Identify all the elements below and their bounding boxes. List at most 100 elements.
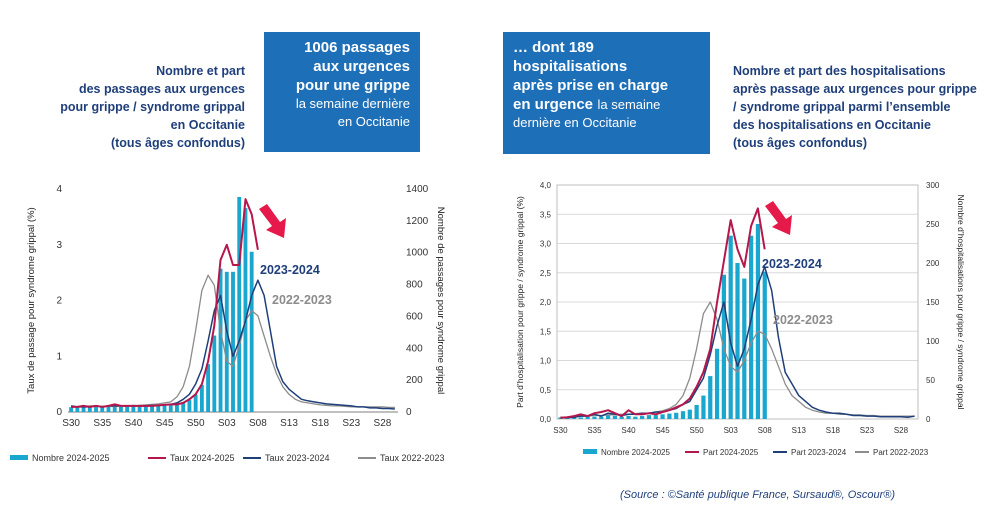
bar bbox=[193, 394, 198, 412]
bar bbox=[762, 271, 767, 419]
y-right-tick-label: 400 bbox=[406, 343, 423, 354]
bar bbox=[137, 405, 142, 412]
x-tick-label: S30 bbox=[553, 426, 568, 435]
box-bold-line: après prise en charge bbox=[513, 77, 669, 94]
bar bbox=[87, 407, 92, 412]
y-left-tick-label: 2 bbox=[56, 296, 62, 307]
x-tick-label: S23 bbox=[342, 418, 360, 429]
bar bbox=[605, 415, 611, 419]
bar bbox=[714, 348, 720, 419]
right-desc-line: / syndrome grippal parmi l’ensemble bbox=[733, 100, 951, 114]
bar bbox=[162, 404, 167, 412]
legend-label: Part 2022-2023 bbox=[873, 448, 929, 457]
bar bbox=[728, 235, 733, 419]
x-tick-label: S28 bbox=[894, 426, 909, 435]
x-tick-label: S30 bbox=[62, 418, 80, 429]
y-left-tick-label: 2,0 bbox=[540, 298, 552, 307]
y-right-tick-label: 1200 bbox=[406, 216, 429, 227]
y-left-tick-label: 0 bbox=[56, 407, 62, 418]
x-tick-label: S03 bbox=[218, 418, 236, 429]
legend-label: Nombre 2024-2025 bbox=[32, 453, 110, 463]
y-right-tick-label: 1000 bbox=[406, 248, 429, 259]
legend-label: Taux 2023-2024 bbox=[265, 453, 330, 463]
bar bbox=[199, 384, 204, 412]
passages-highlight-box: 1006 passages aux urgences pour une grip… bbox=[264, 32, 420, 152]
bar bbox=[687, 409, 692, 419]
legend-label: Nombre 2024-2025 bbox=[601, 448, 670, 457]
y-right-tick-label: 200 bbox=[406, 375, 423, 386]
box-regular-line: la semaine dernière bbox=[295, 96, 410, 111]
box-bold-line: pour une grippe bbox=[295, 77, 410, 94]
bar bbox=[150, 404, 154, 412]
box-regular-line: en Occitanie bbox=[337, 114, 410, 129]
bar bbox=[755, 224, 761, 419]
down-arrow-icon bbox=[765, 201, 792, 235]
x-tick-label: S50 bbox=[187, 418, 205, 429]
bar bbox=[599, 416, 604, 419]
annotation-2023-2024: 2023-2024 bbox=[762, 257, 822, 271]
x-tick-label: S18 bbox=[826, 426, 841, 435]
bar bbox=[674, 412, 679, 419]
x-tick-label: S45 bbox=[655, 426, 670, 435]
legend-swatch-bar bbox=[583, 449, 597, 454]
bar bbox=[94, 406, 98, 412]
bar bbox=[75, 406, 80, 412]
y-right-tick-label: 0 bbox=[926, 415, 931, 424]
x-tick-label: S08 bbox=[249, 418, 267, 429]
bar bbox=[749, 235, 754, 419]
bar bbox=[646, 415, 652, 419]
x-tick-label: S35 bbox=[587, 426, 602, 435]
x-tick-label: S08 bbox=[758, 426, 773, 435]
x-tick-label: S18 bbox=[311, 418, 329, 429]
y-left-axis-title: Part d’hospitalisation pour grippe / syn… bbox=[515, 196, 525, 408]
y-left-tick-label: 4 bbox=[56, 184, 62, 195]
legend-label: Part 2024-2025 bbox=[703, 448, 759, 457]
bar bbox=[100, 405, 105, 412]
x-tick-label: S28 bbox=[374, 418, 392, 429]
bar bbox=[143, 405, 148, 412]
line-series-2024-2025 bbox=[71, 198, 259, 408]
bar bbox=[653, 415, 658, 419]
source-note: (Source : ©Santé publique France, Sursau… bbox=[620, 489, 895, 501]
bar bbox=[224, 271, 229, 412]
y-right-axis-title: Nombre d’hospitalisations pour grippe / … bbox=[956, 195, 966, 410]
y-right-tick-label: 800 bbox=[406, 280, 423, 291]
y-right-tick-label: 600 bbox=[406, 311, 423, 322]
y-left-tick-label: 0,5 bbox=[540, 386, 552, 395]
down-arrow-icon bbox=[259, 204, 286, 238]
box-bold-line: aux urgences bbox=[313, 58, 410, 75]
annotation-2023-2024: 2023-2024 bbox=[260, 263, 320, 277]
y-left-tick-label: 3 bbox=[56, 240, 62, 251]
bar bbox=[249, 251, 254, 412]
x-tick-label: S40 bbox=[621, 426, 636, 435]
left-desc-line: (tous âges confondus) bbox=[110, 136, 245, 150]
y-right-tick-label: 50 bbox=[926, 376, 935, 385]
y-right-tick-label: 300 bbox=[926, 181, 940, 190]
legend-swatch-bar bbox=[10, 455, 28, 460]
y-left-tick-label: 3,5 bbox=[540, 210, 552, 219]
left-desc-line: Nombre et part bbox=[156, 64, 245, 78]
box-bold-line: en urgence bbox=[513, 96, 594, 113]
bar bbox=[212, 335, 217, 412]
bar bbox=[106, 406, 111, 412]
y-left-tick-label: 2,5 bbox=[540, 269, 552, 278]
x-tick-label: S13 bbox=[280, 418, 298, 429]
legend-label: Part 2023-2024 bbox=[791, 448, 847, 457]
bar bbox=[592, 416, 597, 419]
box-bold-line: 1006 passages bbox=[304, 39, 410, 56]
y-right-tick-label: 0 bbox=[406, 407, 412, 418]
passages-chart: 0 1 2 3 4 0 200 400 600 800 1000 1200 1400 S30 S35 S40 S… bbox=[10, 184, 446, 463]
bar bbox=[231, 271, 235, 412]
x-tick-label: S23 bbox=[860, 426, 875, 435]
y-left-tick-label: 3,0 bbox=[540, 240, 552, 249]
x-tick-label: S50 bbox=[690, 426, 705, 435]
box-regular-line: dernière en Occitanie bbox=[513, 115, 637, 130]
bar bbox=[81, 406, 86, 412]
bar bbox=[735, 263, 740, 419]
right-desc-line: des hospitalisations en Occitanie bbox=[733, 118, 931, 132]
box-regular-line: la semaine bbox=[597, 97, 661, 112]
bar bbox=[175, 404, 179, 412]
bar bbox=[131, 404, 136, 412]
x-tick-label: S13 bbox=[792, 426, 807, 435]
line-series-2024-2025 bbox=[560, 207, 766, 419]
